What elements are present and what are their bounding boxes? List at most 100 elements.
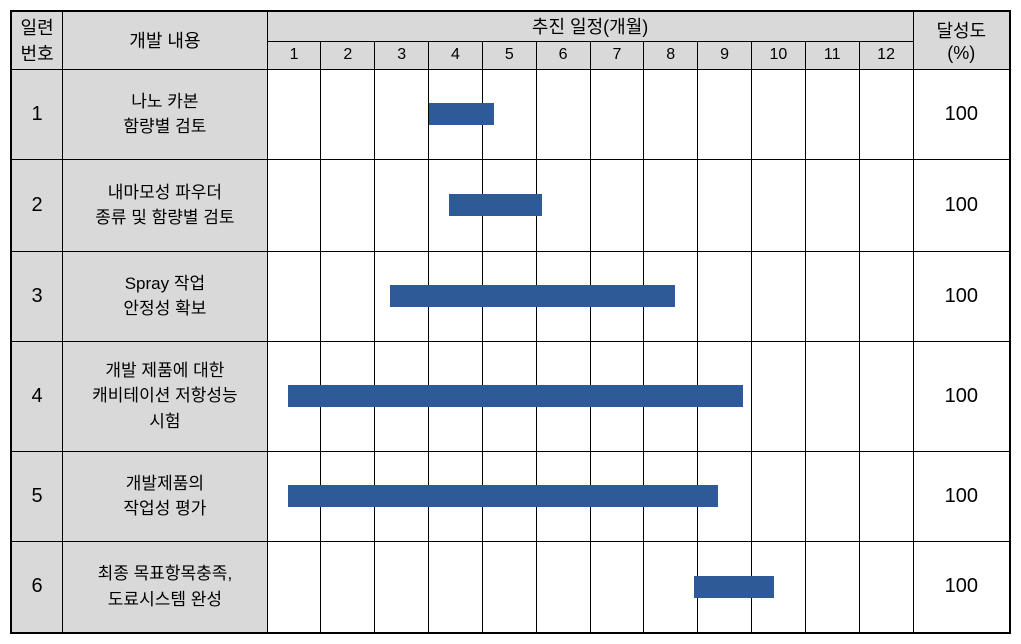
month-cell	[751, 341, 805, 451]
header-month: 7	[590, 41, 644, 69]
month-cell	[805, 541, 859, 633]
header-month: 5	[482, 41, 536, 69]
month-cell	[644, 251, 698, 341]
month-cell	[590, 159, 644, 251]
header-schedule: 추진 일정(개월)	[267, 11, 913, 41]
month-cell	[536, 159, 590, 251]
month-cell	[536, 251, 590, 341]
month-cell	[859, 451, 913, 541]
month-cell	[375, 541, 429, 633]
row-index: 6	[11, 541, 63, 633]
month-cell	[375, 341, 429, 451]
header-month: 10	[751, 41, 805, 69]
table-row: 4개발 제품에 대한캐비테이션 저항성능시험100	[11, 341, 1010, 451]
month-cell	[644, 341, 698, 451]
month-cell	[482, 341, 536, 451]
header-month: 1	[267, 41, 321, 69]
month-cell	[859, 159, 913, 251]
table-row: 5개발제품의작업성 평가 100	[11, 451, 1010, 541]
row-desc-line: 캐비테이션 저항성능	[63, 383, 266, 409]
month-cell	[321, 341, 375, 451]
row-desc: 내마모성 파우더종류 및 함량별 검토	[63, 159, 267, 251]
month-cell	[590, 341, 644, 451]
row-desc: 개발 제품에 대한캐비테이션 저항성능시험	[63, 341, 267, 451]
row-desc: Spray 작업안정성 확보	[63, 251, 267, 341]
row-desc: 나노 카본함량별 검토	[63, 69, 267, 159]
month-cell	[536, 69, 590, 159]
month-cell	[590, 69, 644, 159]
row-percent: 100	[913, 451, 1010, 541]
month-cell	[644, 451, 698, 541]
month-cell	[805, 69, 859, 159]
month-cell	[644, 541, 698, 633]
table-row: 3Spray 작업안정성 확보100	[11, 251, 1010, 341]
month-cell	[267, 159, 321, 251]
month-cell	[536, 341, 590, 451]
row-desc-line: 종류 및 함량별 검토	[63, 205, 266, 231]
row-desc-line: 개발 제품에 대한	[63, 358, 266, 384]
row-index: 5	[11, 451, 63, 541]
table-header: 일련번호 개발 내용 추진 일정(개월) 달성도(%) 1 2 3 4 5 6 …	[11, 11, 1010, 69]
header-month: 4	[429, 41, 483, 69]
header-month: 8	[644, 41, 698, 69]
month-cell	[482, 541, 536, 633]
month-cell	[429, 251, 483, 341]
header-desc: 개발 내용	[63, 11, 267, 69]
month-cell	[482, 69, 536, 159]
row-desc-line: 시험	[63, 409, 266, 435]
header-month: 12	[859, 41, 913, 69]
month-cell	[429, 341, 483, 451]
row-desc-line: 도료시스템 완성	[63, 587, 266, 613]
header-index: 일련번호	[11, 11, 63, 69]
header-month: 11	[805, 41, 859, 69]
month-cell	[698, 341, 752, 451]
row-index: 3	[11, 251, 63, 341]
header-month: 2	[321, 41, 375, 69]
month-cell	[805, 341, 859, 451]
month-cell	[482, 159, 536, 251]
month-cell	[859, 541, 913, 633]
row-desc: 개발제품의작업성 평가	[63, 451, 267, 541]
header-month: 6	[536, 41, 590, 69]
row-percent: 100	[913, 159, 1010, 251]
month-cell	[805, 251, 859, 341]
month-cell	[751, 541, 805, 633]
month-cell	[859, 69, 913, 159]
month-cell	[429, 451, 483, 541]
month-cell	[321, 251, 375, 341]
row-index: 2	[11, 159, 63, 251]
month-cell	[859, 341, 913, 451]
month-cell	[267, 541, 321, 633]
row-index: 4	[11, 341, 63, 451]
month-cell	[751, 451, 805, 541]
month-cell	[805, 159, 859, 251]
table-body: 1나노 카본함량별 검토1002내마모성 파우더종류 및 함량별 검토1003S…	[11, 69, 1010, 633]
header-month: 9	[698, 41, 752, 69]
month-cell	[482, 451, 536, 541]
row-desc: 최종 목표항목충족,도료시스템 완성	[63, 541, 267, 633]
month-cell	[321, 159, 375, 251]
row-desc-line: 함량별 검토	[63, 114, 266, 140]
month-cell	[375, 251, 429, 341]
row-desc-line: 최종 목표항목충족,	[63, 561, 266, 587]
month-cell	[644, 69, 698, 159]
row-desc-line: 작업성 평가	[63, 496, 266, 522]
month-cell	[429, 159, 483, 251]
header-month: 3	[375, 41, 429, 69]
month-cell	[321, 451, 375, 541]
header-percent: 달성도(%)	[913, 11, 1010, 69]
row-desc-line: 개발제품의	[63, 471, 266, 497]
month-cell	[267, 251, 321, 341]
month-cell	[698, 541, 752, 633]
row-desc-line: 나노 카본	[63, 89, 266, 115]
row-desc-line: 내마모성 파우더	[63, 180, 266, 206]
month-cell	[698, 69, 752, 159]
month-cell	[751, 69, 805, 159]
month-cell	[590, 451, 644, 541]
month-cell	[805, 451, 859, 541]
table-row: 1나노 카본함량별 검토100	[11, 69, 1010, 159]
month-cell	[536, 451, 590, 541]
month-cell	[590, 541, 644, 633]
row-desc-line: Spray 작업	[63, 271, 266, 297]
row-desc-line: 안정성 확보	[63, 296, 266, 322]
